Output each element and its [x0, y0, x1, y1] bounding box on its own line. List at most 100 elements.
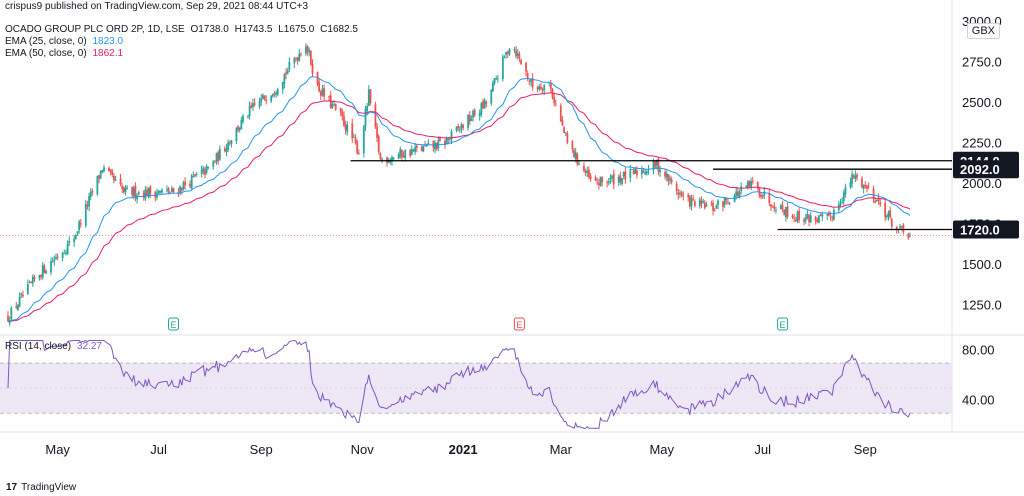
- candle-body: [688, 196, 691, 207]
- candle-body: [584, 170, 587, 173]
- candle-body: [864, 185, 867, 187]
- candle-body: [114, 179, 117, 181]
- candle-body: [132, 187, 135, 197]
- candle-body: [515, 50, 517, 57]
- candle-body: [113, 175, 115, 181]
- candle-body: [909, 235, 911, 237]
- candle-body: [18, 296, 21, 307]
- candle-body: [41, 265, 44, 278]
- candle-body: [803, 219, 805, 222]
- candle-body: [397, 154, 400, 159]
- candle-body: [177, 191, 180, 194]
- candle-body: [204, 169, 206, 175]
- rsi-legend: RSI (14, close) 32.27: [5, 341, 102, 353]
- candle-body: [402, 155, 405, 157]
- candle-body: [121, 185, 124, 189]
- level-label-box: [953, 220, 1019, 239]
- candle-body: [343, 116, 345, 126]
- candle-body: [305, 46, 307, 54]
- candle-body: [712, 202, 714, 211]
- candle-body: [357, 152, 360, 154]
- time-tick-label: Nov: [351, 442, 375, 457]
- candle-body: [468, 114, 471, 122]
- open-value: O1738.0: [190, 24, 229, 35]
- candle-body: [450, 131, 453, 140]
- candle-body: [149, 186, 152, 194]
- candle-body: [91, 190, 94, 193]
- candle-body: [180, 188, 183, 192]
- footer-brand[interactable]: 17 TradingView: [6, 482, 76, 493]
- candle-body: [293, 58, 296, 64]
- candle-body: [296, 57, 299, 61]
- candle-body: [212, 161, 215, 167]
- candle-body: [677, 192, 680, 195]
- symbol-name: OCADO GROUP PLC ORD 2P, 1D, LSE: [5, 24, 185, 35]
- candle-body: [319, 91, 322, 96]
- candle-body: [877, 197, 880, 201]
- candle-body: [89, 191, 92, 197]
- candle-body: [525, 62, 527, 72]
- candle-body: [412, 150, 415, 152]
- candle-body: [237, 126, 239, 131]
- rsi-label: RSI (14, close): [5, 341, 72, 352]
- candle-body: [15, 306, 18, 309]
- candle-body: [74, 234, 77, 239]
- candle-body: [179, 186, 182, 194]
- candle-body: [781, 205, 784, 210]
- candle-body: [791, 215, 794, 218]
- candle-body: [17, 305, 19, 311]
- candle-body: [492, 82, 494, 92]
- candle-body: [126, 187, 129, 189]
- candle-body: [728, 203, 731, 205]
- candle-body: [79, 223, 82, 225]
- candle-body: [780, 205, 782, 210]
- candle-body: [367, 89, 370, 106]
- candle-body: [333, 104, 335, 106]
- candle-body: [821, 214, 824, 217]
- candle-body: [467, 114, 470, 128]
- price-tick-label: 1500.0: [962, 257, 1002, 272]
- candle-body: [636, 170, 638, 176]
- candle-body: [134, 185, 137, 198]
- candle-body: [157, 190, 160, 194]
- candle-body: [7, 315, 9, 322]
- candle-body: [366, 106, 369, 111]
- candle-body: [38, 275, 41, 279]
- candle-body: [485, 101, 488, 104]
- candle-body: [45, 270, 47, 274]
- candle-body: [496, 78, 499, 80]
- candle-body: [852, 176, 855, 178]
- candle-body: [316, 72, 319, 84]
- candle-body: [573, 149, 575, 158]
- candle-body: [288, 61, 291, 70]
- candle-body: [536, 87, 539, 89]
- candle-body: [617, 176, 620, 183]
- candle-body: [526, 73, 529, 80]
- candle-body: [387, 160, 390, 163]
- candle-body: [33, 276, 36, 279]
- candle-body: [760, 194, 762, 197]
- candle-body: [439, 138, 441, 141]
- candle-body: [344, 124, 347, 131]
- candle-body: [680, 192, 683, 196]
- candle-body: [111, 171, 114, 175]
- candle-body: [879, 202, 882, 205]
- candle-body: [401, 149, 403, 158]
- candle-body: [518, 54, 521, 59]
- candle-body: [652, 160, 655, 171]
- candle-body: [10, 307, 13, 320]
- candle-body: [147, 187, 150, 198]
- currency-button[interactable]: GBX: [966, 23, 1000, 39]
- candle-body: [261, 94, 264, 99]
- candle-body: [540, 86, 542, 89]
- candle-body: [482, 101, 484, 108]
- candle-body: [462, 125, 465, 129]
- candle-body: [493, 78, 496, 84]
- candle-body: [248, 105, 251, 117]
- candle-body: [351, 123, 354, 139]
- candle-body: [271, 93, 274, 97]
- time-tick-label: Jul: [754, 442, 771, 457]
- candle-body: [300, 54, 302, 56]
- candle-body: [63, 253, 66, 254]
